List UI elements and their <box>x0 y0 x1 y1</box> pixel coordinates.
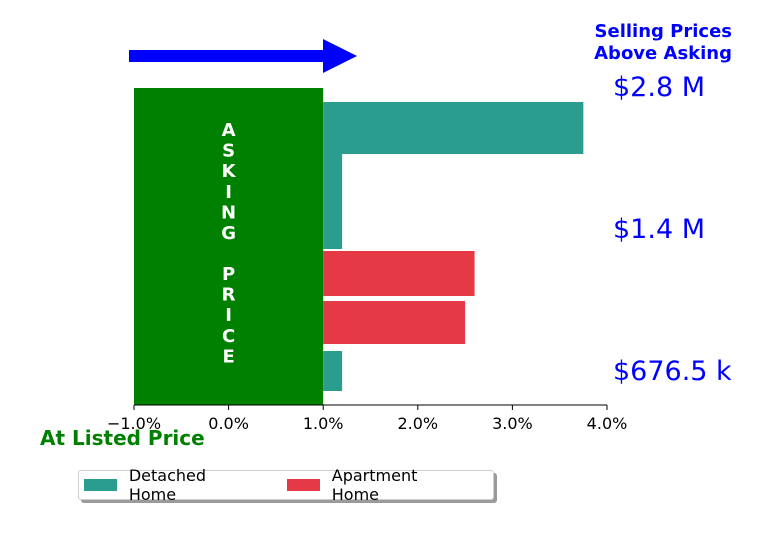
direction-arrow <box>129 39 357 73</box>
asking-price-letter-bottom-1: R <box>222 285 236 306</box>
asking-price-letter-bottom-3: C <box>222 326 235 347</box>
x-tick-label-1: 0.0% <box>208 414 249 433</box>
price-label-1-4m: $1.4 M <box>613 214 705 245</box>
asking-price-letter-bottom-0: P <box>222 264 235 285</box>
annotation-title-line-2: Above Asking <box>594 43 732 64</box>
x-tick-label-2: 1.0% <box>303 414 344 433</box>
legend-item-detached: Detached Home <box>84 466 254 504</box>
price-label-676-5k: $676.5 k <box>613 356 732 387</box>
asking-price-letter-top-3: I <box>225 182 232 203</box>
asking-price-letter-bottom-4: E <box>222 346 234 367</box>
x-tick-label-0: −1.0% <box>107 414 161 433</box>
asking-price-letter-top-1: S <box>222 141 235 162</box>
x-tick-label-5: 4.0% <box>587 414 628 433</box>
price-label-2-8m: $2.8 M <box>613 72 705 103</box>
x-tick-label-4: 3.0% <box>492 414 533 433</box>
bar-detached-home-4 <box>323 102 584 154</box>
at-listed-price-label: At Listed Price <box>40 426 205 450</box>
asking-price-letter-top-4: N <box>221 202 236 223</box>
annotation-title-line-1: Selling Prices <box>594 21 732 42</box>
bar-detached-home-0 <box>323 351 343 391</box>
annotation-title: Selling Prices Above Asking <box>532 21 732 65</box>
legend-label-apartment: Apartment Home <box>331 466 418 504</box>
asking-price-letter-top-0: A <box>222 120 236 141</box>
legend-swatch-detached <box>84 479 117 491</box>
legend-label-detached: Detached Home <box>128 466 207 504</box>
asking-price-block <box>134 88 324 405</box>
asking-price-letter-bottom-2: I <box>225 305 232 326</box>
asking-price-letter-top-5: G <box>221 223 236 244</box>
legend: Detached Home Apartment Home <box>78 466 494 504</box>
x-tick-label-3: 2.0% <box>397 414 438 433</box>
bar-layer <box>323 102 584 391</box>
asking-price-letter-top-2: K <box>222 161 237 182</box>
bar-apartment-home-1 <box>323 301 466 344</box>
legend-swatch-apartment <box>286 479 320 491</box>
x-axis: −1.0% 0.0% 1.0% 2.0% 3.0% 4.0% <box>107 404 628 433</box>
bar-detached-home-3 <box>323 154 343 249</box>
bar-apartment-home-2 <box>323 251 475 296</box>
arrow-layer <box>129 39 357 73</box>
legend-item-apartment: Apartment Home <box>286 466 465 504</box>
